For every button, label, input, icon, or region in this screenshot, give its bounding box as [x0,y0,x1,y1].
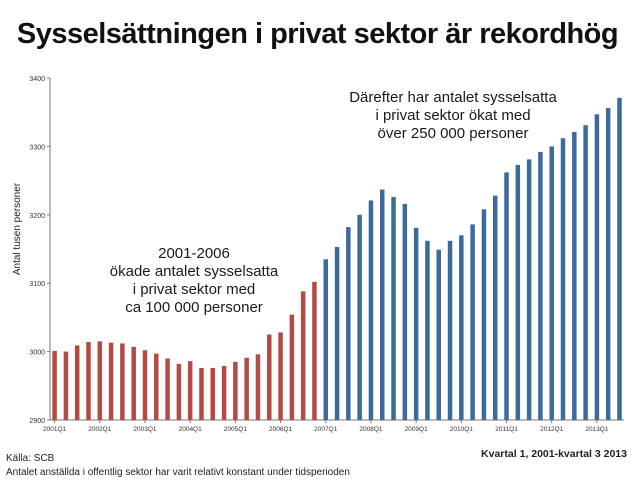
y-tick-label: 3400 [29,76,45,83]
bar [244,357,249,420]
x-tick-label: 2002Q1 [88,426,112,433]
bar [357,214,362,420]
chart-title: Sysselsättningen i privat sektor är reko… [16,18,619,50]
bar [86,342,91,420]
bar [108,342,114,420]
bar [459,235,464,420]
bar [470,224,475,420]
bar [199,368,204,420]
annotation-line: Därefter har antalet sysselsatta [349,89,557,106]
bar [289,314,295,420]
y-tick-label: 2900 [29,418,45,425]
bar [583,125,588,421]
x-tick-label: 2012Q1 [540,426,564,433]
bar [413,227,419,420]
bar [323,259,329,420]
bar [233,361,238,420]
bar [560,138,566,420]
bar [368,200,374,420]
bar [346,227,351,420]
bar [334,246,340,420]
bar [526,159,532,420]
period-label: Kvartal 1, 2001-kvartal 3 2013 [481,448,627,460]
bar [165,358,170,420]
bar [267,334,272,420]
x-tick-label: 2009Q1 [405,426,429,433]
bar [97,341,103,420]
annotation-line: 2001-2006 [158,245,230,262]
source-label: Källa: SCB [6,453,55,464]
annotation-after-2006: Därefter har antalet sysselsatta i priva… [333,89,573,143]
x-tick-label: 2004Q1 [179,426,203,433]
bar [425,240,430,420]
annotation-line: ca 100 000 personer [125,299,263,316]
bar [492,195,498,420]
x-tick-label: 2003Q1 [133,426,157,433]
bar [131,346,136,420]
annotation-line: över 250 000 personer [377,125,529,142]
bar [447,240,453,420]
x-tick-label: 2011Q1 [495,426,518,433]
y-axis-label: Antal tusen personer [12,182,23,275]
bar [187,361,193,420]
annotation-line: ökade antalet sysselsatta [109,263,279,280]
bar [538,151,543,420]
bar [52,350,57,420]
bar [221,365,227,420]
bar [402,203,408,420]
bar [605,108,611,420]
bar [120,343,125,420]
bar [617,97,622,420]
y-tick-label: 3000 [29,350,45,357]
annotation-line: i privat sektor ökat med [375,107,531,124]
bar [176,363,182,420]
x-tick-label: 2007Q1 [314,426,338,433]
bar [210,368,216,420]
bar [142,350,148,420]
bar [549,146,554,420]
bar [312,281,317,420]
annotation-2001-2006: 2001-2006 ökade antalet sysselsatta i pr… [94,245,294,317]
bar [515,164,521,420]
bar [300,291,306,420]
y-tick-label: 3100 [29,281,45,288]
x-tick-label: 2005Q1 [224,426,248,433]
bar [572,132,577,420]
bar [391,197,396,420]
x-tick-label: 2008Q1 [359,426,383,433]
x-tick-label: 2010Q1 [450,426,474,433]
footnote: Antalet anställda i offentlig sektor har… [6,467,350,478]
x-tick-label: 2001Q1 [43,426,67,433]
bar [255,354,261,420]
annotation-line: i privat sektor med [132,281,256,298]
y-tick-label: 3300 [29,144,45,151]
x-tick-label: 2006Q1 [269,426,293,433]
bar [74,345,80,420]
bar [504,172,509,420]
y-tick-label: 3200 [29,213,45,220]
bar [154,353,159,420]
bar [63,351,69,420]
bar [278,332,283,420]
x-tick-label: 2013Q1 [585,426,609,433]
bar [436,249,441,420]
bar [594,114,600,420]
bar [481,209,487,420]
bar [379,189,385,420]
